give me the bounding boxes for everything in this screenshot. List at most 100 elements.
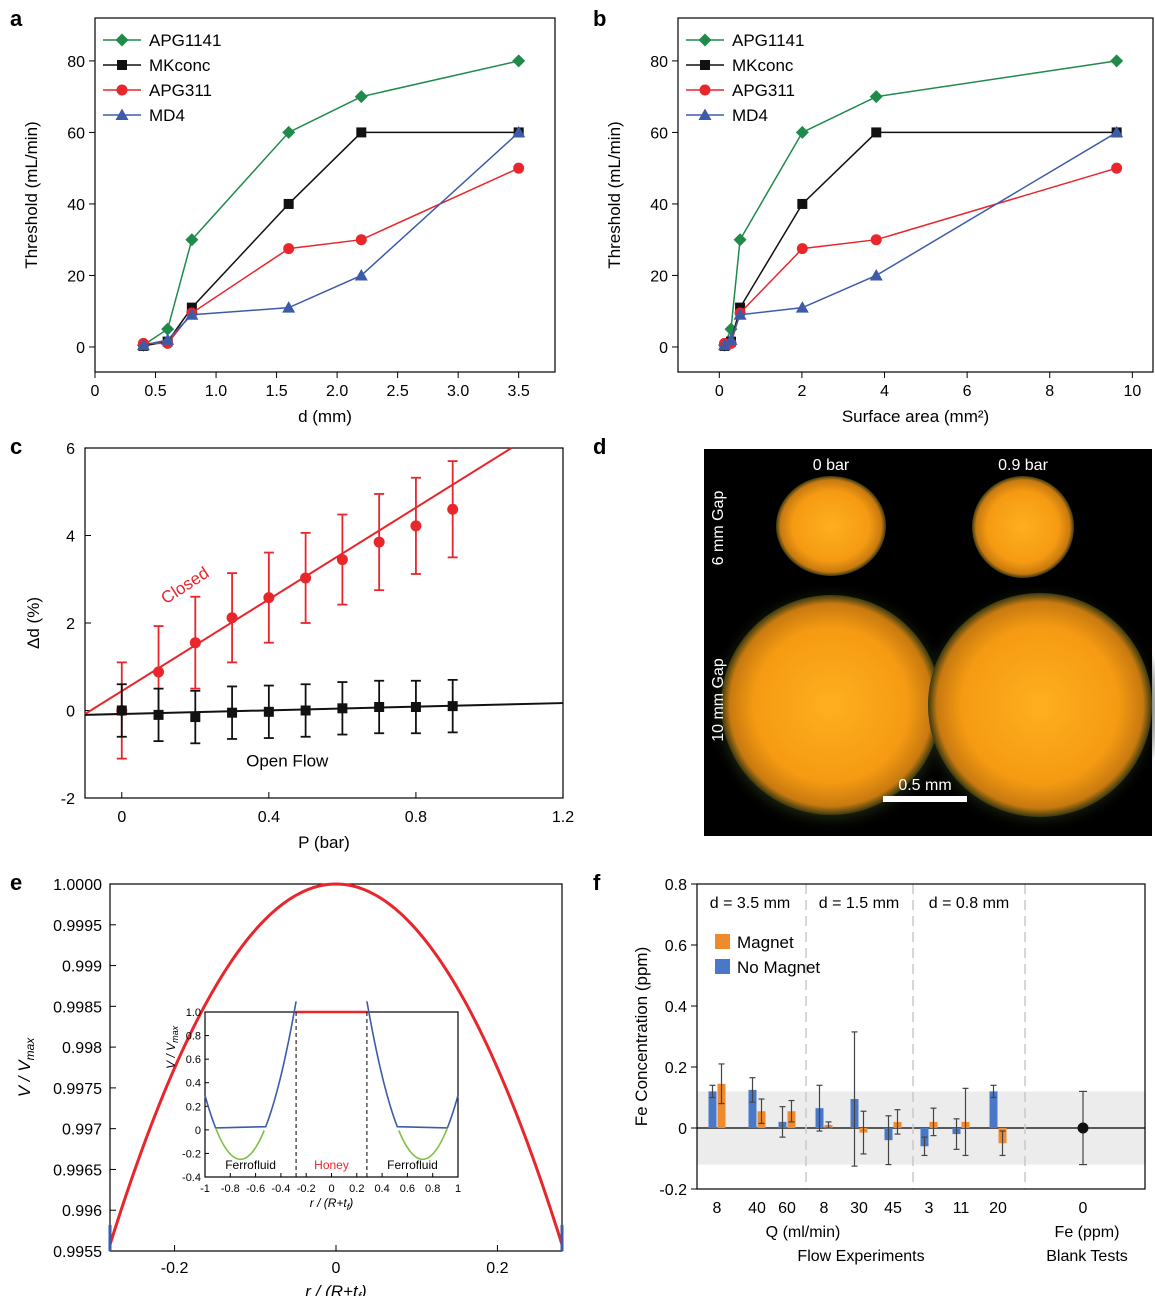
plot-frame [84,447,564,799]
y-tick-label: 0.9965 [53,1162,102,1179]
legend-label: Magnet [737,933,794,952]
y-tick-label: 0.998 [62,1040,102,1057]
data-point-closed [373,536,385,548]
chart-panel-e: 0.9955 0.996 0.9965 0.997 0.9975 0.998 0.9985 0… [15,877,564,1296]
y-axis-label: Threshold (mL/min) [22,121,41,268]
y-tick-label: 40 [67,197,85,214]
data-point-open-flow [337,703,348,714]
panel-letter-d: d [593,434,606,459]
data-point-closed [189,637,201,649]
chart-panel-f: -0.2 0 0.2 0.4 0.6 0.8 Fe Concentration (ppm) 8… [632,877,1146,1265]
y-tick-label: 0 [678,1121,687,1138]
legend-label: APG311 [149,81,212,100]
x-tick-label: 0.8 [405,809,427,826]
x-tick-label: 8 [820,1200,829,1217]
panel-letter-f: f [593,870,601,895]
data-point-md4 [1110,125,1124,138]
data-point-closed [300,572,312,584]
y-tick-label: 1.0000 [53,877,102,894]
x-tick-label: -0.2 [161,1260,189,1277]
droplet-10mm-09bar [928,593,1152,817]
group-label: d = 3.5 mm [710,895,790,912]
x-tick-label: 6 [963,383,972,400]
chart-panel-b: 0 2 4 6 8 10 0 20 40 60 80 Surface area (mm²) Thresh… [605,17,1154,426]
group-label: d = 1.5 mm [819,895,899,912]
x-tick-label: 1.2 [552,809,574,826]
y-tick-label: 0.9995 [53,918,102,935]
inset-x-tick-label: 0.2 [349,1183,364,1195]
data-point-apg1141 [185,233,199,247]
data-point-md4 [354,268,368,281]
legend-marker [699,84,711,96]
panel-letter-c: c [10,434,22,459]
inset-x-tick-label: -0.6 [246,1183,265,1195]
panel-letter-b: b [593,6,606,31]
fit-line-open-flow [84,702,564,716]
y-tick-label: 0.2 [665,1060,687,1077]
x-tick-label: 8 [713,1200,722,1217]
fit-line-closed [84,447,513,715]
data-point-md4 [161,333,175,345]
data-point-apg311 [870,234,882,246]
y-tick-label: 0.9975 [53,1081,102,1098]
bar-no-magnet [989,1091,998,1128]
x-tick-label: 3 [925,1200,934,1217]
legend-label: APG1141 [149,31,221,50]
data-point-closed [410,520,422,532]
x-tick-label: 40 [748,1200,766,1217]
inset-x-tick-label: 0 [328,1183,334,1195]
panel-letter-e: e [10,870,22,895]
blank-data-point [1077,1122,1089,1134]
y-tick-label: 0 [659,340,668,357]
data-point-apg311 [796,243,808,255]
y-tick-label: 80 [650,54,668,71]
y-axis-label: Fe Concentration (ppm) [632,947,651,1127]
data-point-open-flow [374,702,385,712]
label-09-bar: 0.9 bar [998,457,1048,474]
y-tick-label: -0.2 [659,1182,687,1199]
data-point-open-flow [227,707,238,718]
legend-label: APG311 [732,81,795,100]
y-tick-label: 0 [76,340,85,357]
x-tick-label: 0 [1079,1200,1088,1217]
inset-y-tick-label: 0.2 [186,1101,201,1113]
y-axis-label: V / Vmax [15,1037,37,1098]
inset-label-ferrofluid-left: Ferrofluid [225,1158,276,1172]
inset-ferrofluid-curve [366,1001,459,1129]
series-line-apg311 [724,167,1117,345]
y-tick-label: 20 [650,268,668,285]
x-tick-label: 8 [1045,383,1054,400]
data-point-apg311 [513,162,525,174]
chart-panel-c: 0 0.4 0.8 1.2 -2 0 2 4 6 P (bar) Δd (%) Closed Open … [24,441,574,852]
data-point-open-flow [263,706,274,717]
y-tick-label: 0.8 [665,877,687,894]
x-tick-label: 2.5 [387,383,409,400]
data-point-md4 [718,338,732,351]
inset-label-ferrofluid-right: Ferrofluid [387,1158,438,1172]
series-line-md4 [143,131,520,346]
data-point-closed [447,503,459,515]
series-line-apg1141 [723,60,1117,346]
x-tick-label: 45 [884,1200,902,1217]
data-point-md4 [512,125,526,138]
data-point-md4 [724,333,738,345]
bar-no-magnet [748,1089,757,1128]
data-point-open-flow [300,705,311,716]
label-10mm-gap: 10 mm Gap [710,658,727,742]
inset-ferrofluid-curve [204,1001,297,1129]
x-axis-label: Q (ml/min) [766,1224,841,1241]
data-point-open-flow [190,712,201,723]
inset-y-tick-label: -0.4 [182,1172,201,1184]
y-tick-label: 80 [67,54,85,71]
x-tick-label: 3.0 [447,383,469,400]
inset-y-tick-label: 0.6 [186,1054,201,1066]
scale-bar [883,796,967,802]
series-line-apg1141 [143,60,519,346]
inset-x-tick-label: -1 [200,1183,210,1195]
panel-letter-a: a [10,6,23,31]
x-axis-label: d (mm) [298,407,352,426]
plot-frame [677,17,1154,373]
data-point-apg1141 [161,322,175,336]
legend-label: MD4 [732,106,768,125]
